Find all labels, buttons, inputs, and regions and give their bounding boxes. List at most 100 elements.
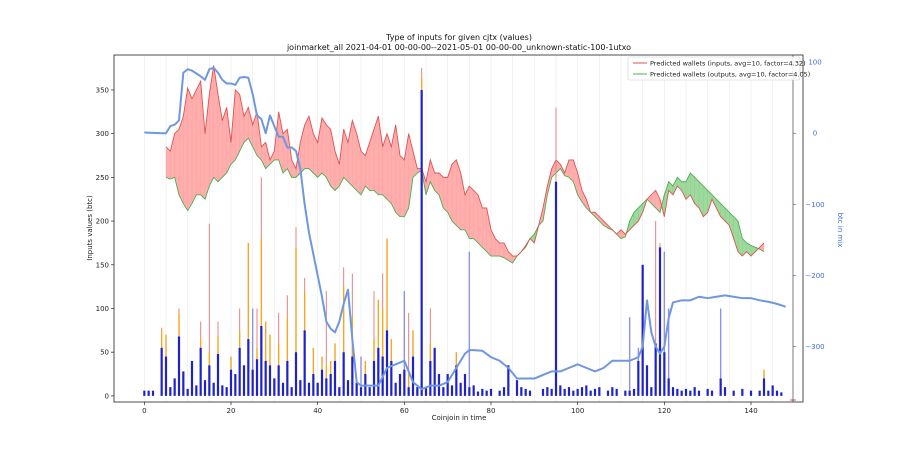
bar (719, 378, 722, 396)
y-tick-label: 0 (105, 392, 109, 400)
bar-orange-segment (247, 242, 250, 340)
bar (329, 374, 332, 396)
wallets-fill-segment (482, 207, 487, 253)
bar (572, 390, 575, 396)
bar (567, 387, 571, 396)
bar (723, 387, 727, 396)
bar (372, 360, 376, 396)
bar (676, 388, 679, 396)
wallets-fill-segment (499, 242, 505, 259)
bar (697, 390, 701, 396)
bar-red-segment (655, 221, 657, 344)
bar-orange-segment (295, 247, 297, 353)
bar (368, 387, 371, 396)
x-tick-label: 0 (142, 407, 146, 415)
bar-light-segment (360, 356, 362, 388)
bar (299, 380, 302, 396)
bar-red-segment (208, 223, 210, 353)
bar (546, 387, 549, 396)
bar (767, 390, 770, 396)
right-axis-label: btc in mix (836, 213, 844, 248)
bar-red-segment (408, 312, 410, 375)
bar-red-segment (260, 177, 262, 239)
bar-red-segment (343, 267, 345, 287)
y-tick-label: 50 (100, 349, 109, 357)
bar (398, 374, 402, 396)
bar (520, 387, 523, 396)
bar-light-segment (667, 308, 670, 379)
bar (229, 369, 233, 396)
wallets-fill-segment (399, 155, 405, 217)
bar (429, 360, 432, 396)
bar (780, 392, 783, 396)
bar (684, 388, 688, 396)
bar (706, 388, 709, 396)
bar (251, 369, 254, 396)
wallets-fill-segment (187, 88, 193, 212)
wallets-fill-segment (616, 229, 622, 239)
bar (147, 390, 150, 396)
wallets-fill-segment (369, 129, 375, 191)
wallets-fill-segment (681, 181, 687, 200)
bar (758, 390, 761, 396)
bar-orange-segment (429, 343, 432, 361)
bar (632, 388, 636, 396)
bar-orange-segment (455, 352, 458, 366)
bar-orange-segment (312, 347, 315, 375)
wallets-fill-segment (703, 185, 708, 218)
wallets-fill-segment (486, 207, 492, 257)
wallets-fill-segment (408, 133, 414, 208)
bar-orange-segment (412, 330, 414, 357)
bar (286, 360, 289, 396)
bar-orange-segment (208, 352, 211, 366)
bar (260, 325, 263, 396)
bar-light-segment (628, 317, 631, 391)
bar (312, 374, 315, 396)
bar (359, 387, 363, 396)
wallets-fill-segment (200, 81, 206, 200)
bar (351, 356, 354, 396)
wallets-fill-segment (165, 146, 171, 180)
bar (775, 390, 779, 396)
wallets-fill-segment (460, 172, 466, 230)
bar-red-segment (373, 290, 375, 340)
x-tick-label: 100 (571, 407, 584, 415)
bar (671, 387, 675, 396)
wallets-fill-segment (235, 89, 240, 160)
bar (485, 390, 488, 396)
bar (264, 360, 267, 396)
bar (762, 378, 766, 396)
wallets-fill-segment (737, 221, 743, 257)
bar-red-segment (217, 321, 219, 337)
btc-in-mix-line (144, 66, 786, 391)
bar (680, 390, 683, 396)
right-tick-label: 0 (813, 130, 817, 138)
bar-orange-segment (763, 369, 765, 379)
wallets-fill-segment (317, 117, 323, 178)
bar (182, 371, 185, 396)
bar (732, 390, 735, 396)
x-tick-label: 120 (658, 407, 671, 415)
bar (177, 336, 181, 396)
wallets-fill-segment (191, 89, 197, 204)
bar (658, 247, 662, 396)
wallets-fill-layer (165, 65, 765, 264)
bar (173, 378, 176, 396)
bar (771, 385, 774, 396)
wallets-fill-segment (248, 107, 253, 147)
bar (169, 387, 172, 396)
bar (307, 382, 311, 396)
chart-title-line1: Type of inputs for given cjtx (values) (385, 33, 532, 42)
bar (151, 390, 155, 396)
legend: Predicted wallets (inputs, avg=10, facto… (627, 56, 810, 81)
bar (195, 385, 198, 396)
bar (333, 360, 337, 396)
wallets-fill-segment (326, 124, 331, 187)
bar (212, 382, 215, 396)
wallets-fill-segment (183, 88, 188, 212)
bar (242, 365, 246, 396)
bar (247, 339, 250, 396)
bar (502, 387, 506, 396)
bar-orange-segment (217, 336, 219, 354)
